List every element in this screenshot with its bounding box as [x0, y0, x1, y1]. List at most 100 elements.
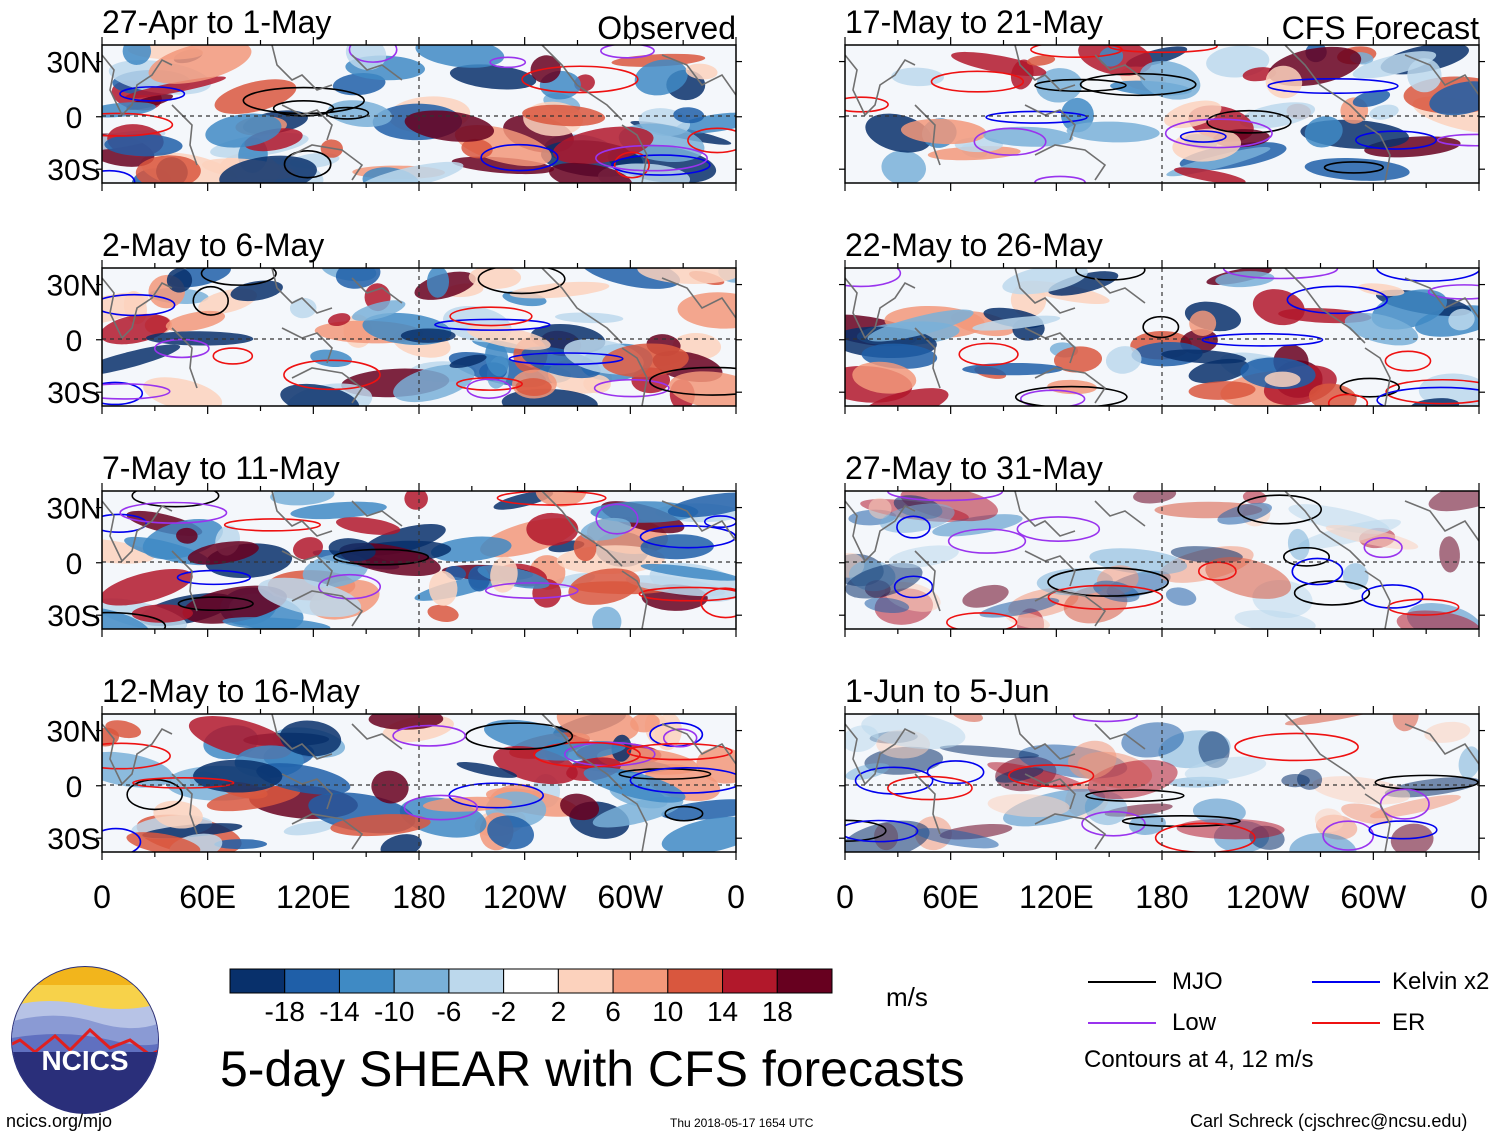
- shear-anomaly-blob: [193, 759, 283, 793]
- wave-contour: [946, 612, 1018, 629]
- shear-field: [845, 491, 1479, 629]
- coastline: [661, 500, 736, 542]
- coastline: [621, 124, 648, 183]
- shear-anomaly-blob: [861, 388, 949, 406]
- wave-contour: [102, 381, 144, 406]
- shear-anomaly-blob: [1188, 381, 1256, 400]
- wave-contour: [102, 513, 148, 533]
- contour-note: Contours at 4, 12 m/s: [1084, 1046, 1314, 1073]
- panel-period-title: 22-May to 26-May: [845, 227, 1103, 263]
- shear-anomaly-blob: [526, 512, 579, 546]
- wave-contour: [1085, 789, 1185, 803]
- x-tick-label: 0: [93, 879, 111, 915]
- panel-period-title: 27-Apr to 1-May: [102, 4, 331, 40]
- shear-anomaly-blob: [573, 534, 597, 562]
- coastline: [281, 550, 333, 587]
- x-axis-group: 0 60E 120E 180 120W 60W 0 0 60E 120E 180 120W 60W 0: [93, 879, 1488, 915]
- shear-anomaly-blob: [669, 371, 736, 406]
- wave-contour: [153, 338, 210, 359]
- coastline: [1284, 268, 1366, 344]
- shear-anomaly-blob: [1121, 722, 1184, 758]
- coastline: [1014, 45, 1076, 91]
- shear-anomaly-blob: [927, 146, 1021, 161]
- shear-field: [102, 491, 736, 629]
- wave-contour: [132, 777, 235, 789]
- logo-text: NCICS: [41, 1045, 128, 1076]
- shear-anomaly-blob: [335, 517, 401, 535]
- wave-contour: [102, 383, 171, 400]
- panel-period-title: 2-May to 6-May: [102, 227, 324, 263]
- wave-contour: [1075, 268, 1146, 281]
- wave-contour: [638, 586, 736, 602]
- wave-contour: [177, 596, 254, 612]
- shear-field: [845, 45, 1479, 183]
- wave-contour: [477, 268, 566, 295]
- coastline: [281, 327, 333, 364]
- shear-anomaly-blob: [258, 577, 362, 618]
- shear-anomaly-blob: [102, 292, 149, 326]
- panel-group: 30N 0 30S 27-Apr to 1-May Observed 30N 0 30S 2-M…: [46, 4, 1485, 860]
- coastline: [291, 367, 364, 404]
- colorbar-label: 10: [652, 996, 683, 1027]
- x-tick-label: 180: [1135, 879, 1188, 915]
- coastline: [171, 327, 198, 389]
- shear-anomaly-blob: [932, 514, 1023, 537]
- legend-lines: [1088, 981, 1380, 1024]
- shear-anomaly-blob: [368, 714, 444, 730]
- shear-panel: 22-May to 26-May: [839, 227, 1485, 414]
- shear-anomaly-blob: [661, 816, 736, 852]
- coastlines: [845, 714, 1479, 852]
- y-tick-label: 30S: [47, 823, 100, 856]
- wave-contour: [1206, 109, 1292, 134]
- coastline: [271, 45, 333, 91]
- shear-anomaly-blob: [1172, 128, 1242, 162]
- footer-url: ncics.org/mjo: [6, 1111, 113, 1131]
- coastline: [1364, 793, 1391, 852]
- shear-anomaly-blob: [461, 138, 493, 159]
- shear-anomaly-blob: [900, 118, 987, 145]
- shear-anomaly-blob: [521, 346, 601, 379]
- coastline: [1094, 54, 1146, 81]
- wave-contour: [700, 587, 736, 619]
- shear-field: [845, 268, 1479, 406]
- shear-anomaly-blob: [1205, 557, 1292, 599]
- coastline: [845, 500, 916, 563]
- coastline: [621, 347, 648, 406]
- colorbar-label: -2: [491, 996, 516, 1027]
- shear-anomaly-blob: [630, 714, 660, 733]
- shear-anomaly-blob: [845, 820, 930, 852]
- wave-contour: [200, 268, 277, 286]
- figure-title: 5-day SHEAR with CFS forecasts: [220, 1041, 965, 1097]
- colorbar-label: -14: [319, 996, 359, 1027]
- shear-anomaly-blob: [556, 714, 639, 743]
- wave-contour: [1293, 580, 1371, 606]
- shear-anomaly-blob: [1439, 536, 1460, 573]
- wave-contour: [703, 515, 736, 529]
- wave-contour: [1081, 810, 1146, 837]
- colorbar-label: -18: [264, 996, 304, 1027]
- coastline: [1404, 277, 1479, 319]
- wave-contour: [508, 352, 624, 366]
- shear-anomaly-blob: [122, 45, 152, 65]
- wave-contour: [192, 285, 229, 316]
- wave-contour: [102, 742, 171, 770]
- wave-contour: [629, 766, 736, 794]
- shear-anomaly-blob: [219, 155, 317, 183]
- wave-contour: [283, 359, 381, 391]
- shear-anomaly-blob: [456, 761, 518, 778]
- wave-contour: [1286, 285, 1388, 315]
- x-tick-label: 180: [392, 879, 445, 915]
- shear-anomaly-blob: [393, 364, 475, 403]
- coastline: [291, 813, 364, 850]
- shear-anomaly-blob: [685, 63, 718, 80]
- wave-contour: [600, 45, 655, 59]
- coastline: [281, 773, 333, 810]
- colorbar-box: [338, 968, 395, 994]
- shear-anomaly-blob: [560, 793, 600, 821]
- wave-contour: [1323, 161, 1384, 174]
- coastline: [914, 550, 941, 612]
- shear-anomaly-blob: [292, 537, 324, 560]
- wave-contour: [102, 827, 142, 852]
- shear-anomaly-blob: [1002, 268, 1089, 295]
- wave-contour: [649, 366, 736, 396]
